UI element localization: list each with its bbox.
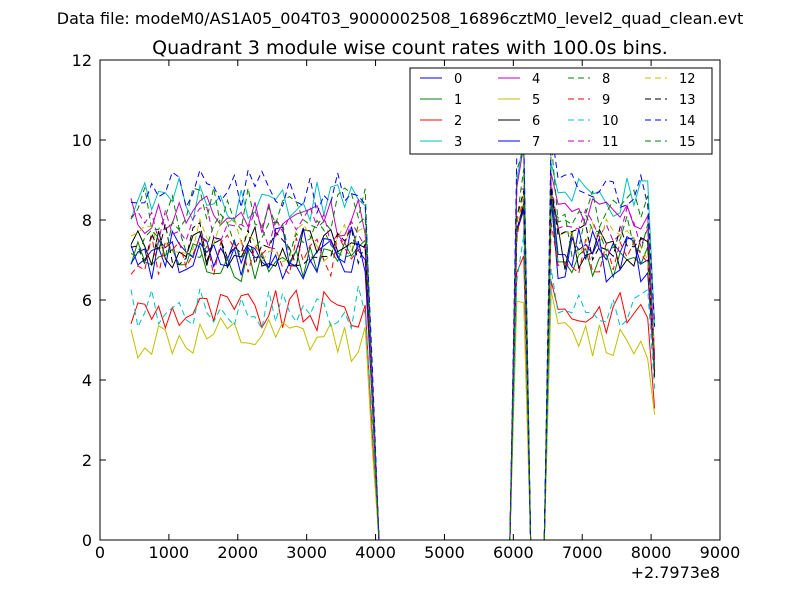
- tick-layer: 0 1000 2000 3000 4000 5000 6000 7000 8000 9000 0 2 4…: [72, 51, 741, 562]
- series-line-12: [130, 188, 656, 541]
- series-line-1: [130, 195, 656, 541]
- series-line-8: [130, 140, 656, 541]
- legend-label-12: 12: [679, 72, 696, 87]
- legend-label-9: 9: [602, 93, 610, 108]
- y-tick-label: 6: [82, 291, 92, 310]
- legend-label-3: 3: [454, 135, 462, 150]
- series-line-14: [130, 128, 656, 541]
- series-line-15: [130, 168, 656, 541]
- series-line-3: [130, 136, 656, 541]
- series-line-9: [130, 190, 656, 541]
- series-line-11: [130, 182, 656, 541]
- legend-label-7: 7: [532, 135, 540, 150]
- series-line-0: [130, 189, 656, 541]
- x-tick-label: 6000: [493, 543, 534, 562]
- x-tick-label: 0: [95, 543, 105, 562]
- series-line-6: [130, 192, 656, 541]
- y-tick-label: 10: [72, 131, 92, 150]
- legend-label-11: 11: [602, 135, 619, 150]
- legend-label-0: 0: [454, 72, 462, 87]
- x-tick-label: 8000: [631, 543, 672, 562]
- legend-label-4: 4: [532, 72, 540, 87]
- x-tick-label: 1000: [149, 543, 190, 562]
- legend-label-15: 15: [679, 135, 696, 150]
- series-line-4: [130, 145, 656, 541]
- x-tick-label: 2000: [217, 543, 258, 562]
- legend-label-5: 5: [532, 93, 540, 108]
- series-line-2: [130, 255, 656, 541]
- chart-suptitle: Data file: modeM0/AS1A05_004T03_90000025…: [57, 9, 743, 29]
- x-tick-label: 4000: [355, 543, 396, 562]
- legend-label-6: 6: [532, 114, 540, 129]
- x-tick-label: 7000: [562, 543, 603, 562]
- y-tick-label: 12: [72, 51, 92, 70]
- series-layer: [130, 128, 656, 541]
- series-line-10: [130, 235, 656, 541]
- series-line-5: [130, 290, 656, 541]
- legend-label-10: 10: [602, 114, 619, 129]
- y-tick-label: 4: [82, 371, 92, 390]
- y-tick-label: 8: [82, 211, 92, 230]
- legend-box: [409, 67, 713, 155]
- chart-title: Quadrant 3 module wise count rates with …: [152, 37, 668, 59]
- legend-label-8: 8: [602, 72, 610, 87]
- series-line-7: [130, 198, 656, 541]
- y-tick-label: 0: [82, 531, 92, 550]
- legend-label-14: 14: [679, 114, 696, 129]
- series-line-13: [130, 186, 656, 541]
- plot-frame: [99, 59, 721, 541]
- x-offset-label: +2.7973e8: [631, 563, 720, 582]
- x-tick-label: 5000: [424, 543, 465, 562]
- x-tick-label: 9000: [700, 543, 741, 562]
- legend-label-13: 13: [679, 93, 696, 108]
- x-tick-label: 3000: [286, 543, 327, 562]
- y-tick-label: 2: [82, 451, 92, 470]
- legend-label-1: 1: [454, 93, 462, 108]
- legend-label-2: 2: [454, 114, 462, 129]
